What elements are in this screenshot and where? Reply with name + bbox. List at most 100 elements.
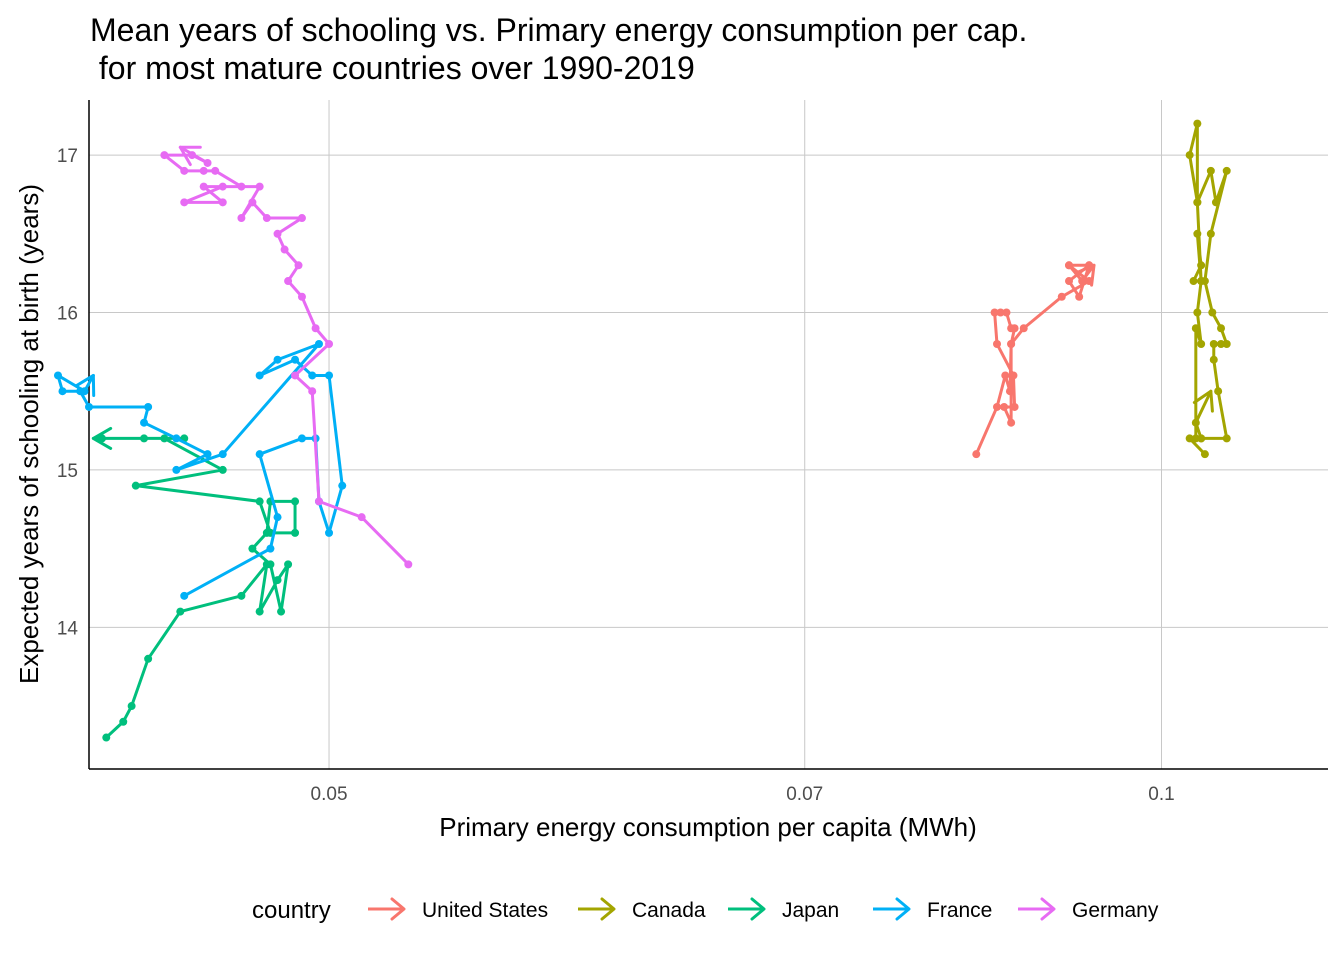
data-point <box>1211 198 1220 207</box>
data-point <box>1005 387 1014 396</box>
data-point <box>218 198 227 207</box>
legend-label: Germany <box>1072 899 1159 922</box>
legend-label: Canada <box>632 899 706 922</box>
data-point <box>291 497 300 506</box>
data-point <box>255 497 264 506</box>
data-point <box>1007 418 1016 427</box>
series-lines <box>53 119 1231 742</box>
y-tick-label: 15 <box>57 461 78 482</box>
data-point <box>160 151 169 160</box>
data-point <box>297 434 306 443</box>
data-point <box>119 717 128 726</box>
data-point <box>325 528 334 537</box>
data-point <box>1001 371 1010 380</box>
data-point <box>273 513 282 522</box>
data-point <box>255 371 264 380</box>
data-point <box>102 733 111 742</box>
data-point <box>284 560 293 569</box>
data-point <box>218 182 227 191</box>
y-tick-label: 17 <box>57 146 78 167</box>
data-point <box>1000 402 1009 411</box>
legend-key-arrowhead <box>1040 897 1056 921</box>
data-point <box>255 182 264 191</box>
data-point <box>993 402 1002 411</box>
data-point <box>140 418 149 427</box>
series-line <box>91 436 297 740</box>
data-point <box>127 702 136 711</box>
legend-item-united-states: United States <box>368 897 548 922</box>
data-point <box>237 214 246 223</box>
x-tick-label: 0.1 <box>1148 784 1174 805</box>
data-point <box>255 450 264 459</box>
legend-key-arrowhead <box>750 897 766 921</box>
data-point <box>172 434 181 443</box>
data-point <box>97 434 106 443</box>
series-arrowhead <box>1074 263 1096 287</box>
data-point <box>314 339 323 348</box>
data-point <box>203 450 212 459</box>
data-point <box>1057 292 1066 301</box>
data-point <box>311 324 320 333</box>
data-point <box>325 371 334 380</box>
series-germany <box>160 145 413 569</box>
data-point <box>1208 308 1217 317</box>
data-point <box>993 339 1002 348</box>
axes <box>88 100 1328 770</box>
data-point <box>357 513 366 522</box>
data-point <box>131 481 140 490</box>
legend: country United States Canada Japan France Ge… <box>252 897 1159 924</box>
legend-item-canada: Canada <box>578 897 706 922</box>
data-point <box>58 387 67 396</box>
x-tick-label: 0.07 <box>786 784 823 805</box>
data-point <box>273 355 282 364</box>
data-point <box>1065 261 1074 270</box>
data-point <box>1185 151 1194 160</box>
data-point <box>1206 229 1215 238</box>
chart-title-line-1: Mean years of schooling vs. Primary ener… <box>90 12 1027 48</box>
data-point <box>237 591 246 600</box>
legend-label: France <box>927 899 992 922</box>
data-point <box>248 544 257 553</box>
data-point <box>85 402 93 411</box>
series-japan <box>91 426 300 742</box>
data-point <box>273 229 282 238</box>
data-point <box>1222 434 1231 443</box>
legend-key <box>1018 897 1056 921</box>
series-arrowhead <box>74 373 96 397</box>
data-point <box>280 245 289 254</box>
data-point <box>199 166 208 175</box>
data-point <box>1197 277 1206 286</box>
data-point <box>996 308 1005 317</box>
data-point <box>1206 166 1215 175</box>
data-point <box>144 654 153 663</box>
data-point <box>1217 324 1226 333</box>
data-point <box>1209 339 1218 348</box>
legend-key <box>578 897 616 921</box>
data-point <box>80 387 89 396</box>
data-point <box>180 198 189 207</box>
data-point <box>1007 339 1016 348</box>
data-point <box>338 481 347 490</box>
data-point <box>1193 308 1202 317</box>
data-point <box>308 387 317 396</box>
data-point <box>291 355 300 364</box>
data-point <box>176 607 185 616</box>
y-tick-label: 16 <box>57 304 78 325</box>
data-point <box>255 607 264 616</box>
data-point <box>180 166 189 175</box>
data-point <box>284 277 293 286</box>
data-point <box>180 591 189 600</box>
data-point <box>199 182 208 191</box>
data-point <box>1222 166 1231 175</box>
legend-key-arrowhead <box>390 897 406 921</box>
data-point <box>237 182 246 191</box>
data-point <box>1065 277 1074 286</box>
legend-key <box>728 897 766 921</box>
data-point <box>1007 324 1016 333</box>
data-point <box>1010 402 1019 411</box>
data-point <box>294 261 303 270</box>
x-tick-label: 0.05 <box>311 784 348 805</box>
data-point <box>1191 324 1200 333</box>
data-point <box>1019 324 1028 333</box>
